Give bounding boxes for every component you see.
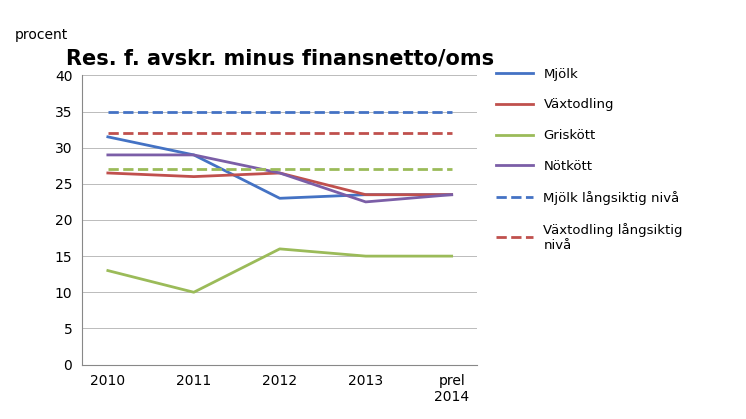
Title: Res. f. avskr. minus finansnetto/oms: Res. f. avskr. minus finansnetto/oms — [66, 48, 494, 68]
Legend: Mjölk, Växtodling, Griskött, Nötkött, Mjölk långsiktig nivå, Växtodling långsikt: Mjölk, Växtodling, Griskött, Nötkött, Mj… — [496, 67, 683, 251]
Text: procent: procent — [15, 28, 68, 42]
